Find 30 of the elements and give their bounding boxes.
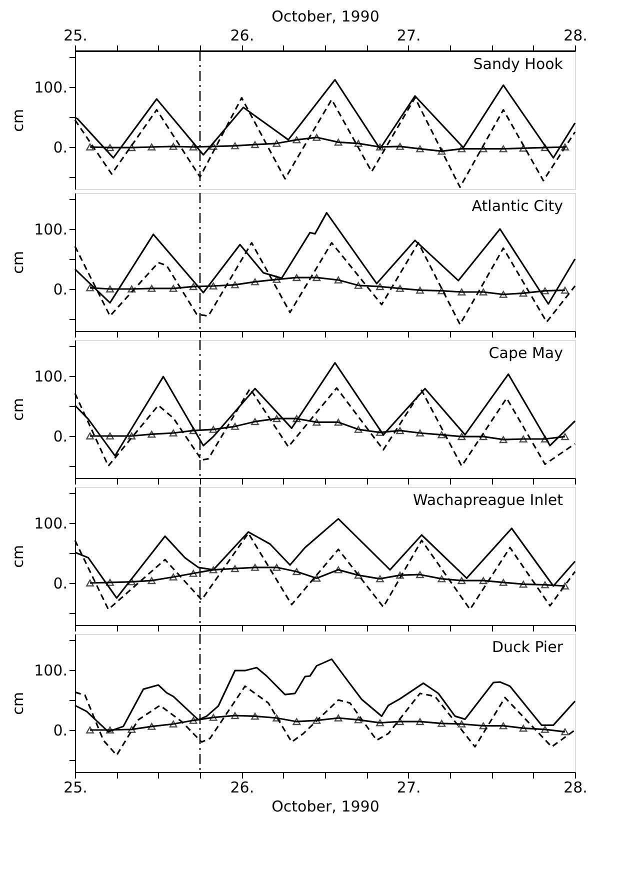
y-tick-label: 100. [34,220,68,238]
x-axis-title: October, 1990 [272,798,380,816]
y-tick-label: 0. [53,574,68,592]
chart-title: Wachapreague Inlet [412,491,564,509]
chart-title: Cape May [488,344,564,362]
y-axis-title: cm [9,109,28,132]
y-tick-label: 0. [53,280,68,298]
y-axis-title: cm [9,251,28,274]
x2-tick-label: 26. [230,26,254,44]
x-tick-label: 25. [64,778,88,796]
y-axis-title: cm [9,545,28,568]
y-tick-label: 0. [53,428,68,446]
x2-tick-label: 27. [396,26,421,44]
x2-tick-label: 25. [64,26,88,44]
y-tick-label: 100. [34,662,68,680]
y-tick-label: 100. [34,78,68,96]
x-tick-label: 26. [230,778,254,796]
chart-title: Sandy Hook [473,55,564,73]
y-tick-label: 0. [53,722,68,740]
y-tick-label: 0. [53,138,68,156]
x-tick-label: 27. [396,778,421,796]
chart-title: Duck Pier [492,638,564,656]
x2-tick-label: 28. [564,26,588,44]
y-axis-title: cm [9,692,28,715]
y-axis-title: cm [9,398,28,421]
y-tick-label: 100. [34,368,68,386]
chart-title: Atlantic City [472,197,564,215]
x2-axis-title: October, 1990 [272,8,380,26]
y-tick-label: 100. [34,514,68,532]
x-tick-label: 28. [564,778,588,796]
